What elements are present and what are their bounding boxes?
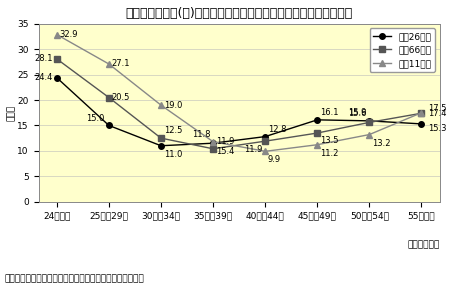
- 平成11年度: [106, 62, 111, 66]
- Line: 平成66年度: 平成66年度: [54, 56, 423, 152]
- 平成66年度: [106, 96, 111, 99]
- 平成66年度: [418, 112, 423, 115]
- Text: 11.0: 11.0: [163, 150, 182, 159]
- Text: 27.1: 27.1: [111, 59, 130, 69]
- 平成66年度: [366, 121, 371, 124]
- 平成26年度: [158, 144, 163, 148]
- Text: 11.9: 11.9: [243, 145, 262, 154]
- 平成26年度: [314, 118, 319, 122]
- Text: 16.1: 16.1: [319, 108, 338, 117]
- Line: 平成26年度: 平成26年度: [54, 75, 423, 148]
- Text: 13.5: 13.5: [319, 136, 338, 145]
- Text: 11.8: 11.8: [192, 130, 210, 139]
- Text: 19.0: 19.0: [163, 101, 182, 110]
- 平成26年度: [54, 76, 60, 80]
- Text: 15.3: 15.3: [427, 124, 446, 133]
- Text: 28.1: 28.1: [34, 54, 52, 63]
- Text: 11.2: 11.2: [319, 149, 338, 158]
- 平成11年度: [418, 111, 423, 114]
- Text: 12.8: 12.8: [268, 125, 286, 134]
- 平成11年度: [210, 140, 215, 143]
- 平成11年度: [262, 150, 267, 153]
- 平成66年度: [158, 136, 163, 140]
- 平成66年度: [210, 147, 215, 150]
- 平成66年度: [262, 140, 267, 143]
- Text: 13.2: 13.2: [371, 139, 390, 148]
- Text: 20.5: 20.5: [111, 93, 130, 102]
- Line: 平成11年度: 平成11年度: [54, 32, 423, 154]
- 平成26年度: [366, 119, 371, 123]
- 平成66年度: [54, 57, 60, 61]
- 平成26年度: [262, 135, 267, 138]
- 平成26年度: [106, 124, 111, 127]
- Text: 資料：人事院「一般職の国家公務員の任用状況調査報告」: 資料：人事院「一般職の国家公務員の任用状況調査報告」: [5, 274, 144, 283]
- Text: 9.9: 9.9: [268, 156, 280, 164]
- Text: 17.5: 17.5: [427, 104, 446, 113]
- 平成11年度: [366, 133, 371, 136]
- Text: 12.5: 12.5: [163, 126, 182, 135]
- Text: 15.0: 15.0: [86, 114, 105, 123]
- Title: 資料２　行政職(一)年齢階層別の在職者に占める女性の割合の推移: 資料２ 行政職(一)年齢階層別の在職者に占める女性の割合の推移: [125, 7, 352, 20]
- Text: 17.4: 17.4: [427, 109, 446, 118]
- 平成26年度: [418, 122, 423, 126]
- Text: 15.4: 15.4: [215, 147, 234, 156]
- 平成11年度: [54, 33, 60, 36]
- 平成26年度: [210, 142, 215, 145]
- Text: 11.9: 11.9: [215, 137, 234, 146]
- Y-axis label: （％）: （％）: [7, 105, 16, 121]
- Text: 32.9: 32.9: [60, 30, 78, 39]
- Text: 24.4: 24.4: [34, 73, 52, 82]
- 平成11年度: [314, 143, 319, 146]
- Text: （年齢階層）: （年齢階層）: [406, 241, 439, 250]
- Legend: 平成26年度, 平成66年度, 平成11年度: 平成26年度, 平成66年度, 平成11年度: [369, 28, 434, 72]
- 平成66年度: [314, 131, 319, 135]
- Text: 15.6: 15.6: [347, 109, 366, 118]
- Text: 15.9: 15.9: [348, 108, 366, 117]
- 平成11年度: [158, 104, 163, 107]
